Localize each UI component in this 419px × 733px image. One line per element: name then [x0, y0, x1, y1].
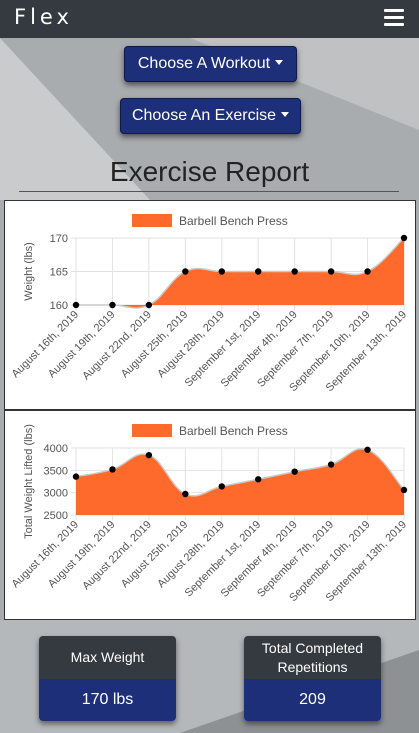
data-point[interactable]	[109, 301, 116, 309]
data-point[interactable]	[364, 446, 371, 453]
total-reps-label: Total Completed Repetitions	[244, 636, 381, 679]
total-reps-value: 209	[244, 679, 381, 721]
page-title: Exercise Report	[109, 156, 310, 187]
total-weight-chart: Barbell Bench Press 2500 3000 3500 4000 Total…	[9, 424, 409, 604]
y-tick-label: 170	[50, 233, 68, 245]
x-tick-label: August 22nd, 2019	[80, 309, 154, 383]
data-point[interactable]	[72, 473, 80, 480]
caret-down-icon	[281, 112, 290, 117]
data-point[interactable]	[109, 466, 116, 473]
weight-chart-panel: Barbell Bench Press 160 165 170 Weight (lbs)…	[4, 200, 416, 410]
legend-swatch	[132, 214, 172, 227]
data-point[interactable]	[145, 301, 153, 309]
data-point[interactable]	[255, 268, 262, 275]
data-point[interactable]	[72, 301, 80, 309]
workout-dropdown-label: Choose A Workout	[137, 55, 271, 72]
y-tick-label: 2500	[44, 510, 68, 522]
series-line	[75, 237, 405, 309]
data-point[interactable]	[327, 461, 335, 468]
x-tick-label: August 19th, 2019	[46, 519, 118, 591]
x-tick-label: August 16th, 2019	[9, 309, 81, 381]
data-point[interactable]	[291, 468, 298, 475]
series-line	[75, 448, 405, 497]
series-area	[76, 238, 404, 308]
series-area	[76, 448, 404, 515]
max-weight-label: Max Weight	[39, 636, 176, 679]
y-tick-label: 4000	[44, 443, 68, 455]
x-tick-label: August 28th, 2019	[155, 309, 227, 381]
caret-down-icon	[275, 60, 284, 65]
x-tick-label: August 25th, 2019	[119, 309, 191, 381]
data-point[interactable]	[327, 268, 335, 275]
y-tick-label: 160	[50, 300, 68, 312]
x-tick-label: August 28th, 2019	[155, 519, 227, 591]
workout-dropdown[interactable]: Choose A Workout	[124, 46, 297, 82]
max-weight-value: 170 lbs	[39, 679, 176, 721]
y-tick-label: 3000	[44, 488, 68, 500]
y-tick-label: 3500	[44, 465, 68, 477]
title-divider	[19, 191, 399, 192]
hamburger-menu-icon[interactable]	[384, 9, 404, 27]
data-point[interactable]	[218, 483, 225, 490]
max-weight-card: Max Weight 170 lbs	[39, 636, 176, 721]
data-point[interactable]	[182, 490, 189, 498]
total-weight-chart-panel: Barbell Bench Press 2500 3000 3500 4000 Total…	[4, 410, 416, 620]
legend-label[interactable]: Barbell Bench Press	[179, 424, 288, 438]
data-point[interactable]	[182, 268, 189, 275]
y-axis-label: Weight (lbs)	[23, 242, 35, 300]
exercise-dropdown-label: Choose An Exercise	[131, 107, 277, 124]
brand-logo[interactable]: Flex	[14, 5, 73, 29]
x-tick-label: August 22nd, 2019	[80, 519, 154, 593]
legend-label[interactable]: Barbell Bench Press	[179, 214, 288, 228]
x-tick-label: August 16th, 2019	[9, 519, 81, 591]
legend-swatch	[132, 424, 172, 437]
navbar: Flex	[0, 0, 419, 38]
y-axis-label: Total Weight Lifted (lbs)	[23, 424, 35, 539]
data-point[interactable]	[145, 451, 153, 459]
data-point[interactable]	[364, 268, 371, 275]
data-point[interactable]	[400, 234, 408, 242]
data-point[interactable]	[218, 268, 225, 275]
x-tick-label: August 19th, 2019	[46, 309, 118, 381]
exercise-dropdown[interactable]: Choose An Exercise	[120, 98, 301, 134]
x-tick-label: August 25th, 2019	[119, 519, 191, 591]
y-tick-label: 165	[50, 267, 68, 279]
data-point[interactable]	[255, 476, 262, 483]
total-reps-card: Total Completed Repetitions 209	[244, 636, 381, 721]
data-point[interactable]	[400, 486, 408, 494]
weight-chart: Barbell Bench Press 160 165 170 Weight (lbs)…	[9, 214, 409, 394]
data-point[interactable]	[291, 268, 298, 275]
